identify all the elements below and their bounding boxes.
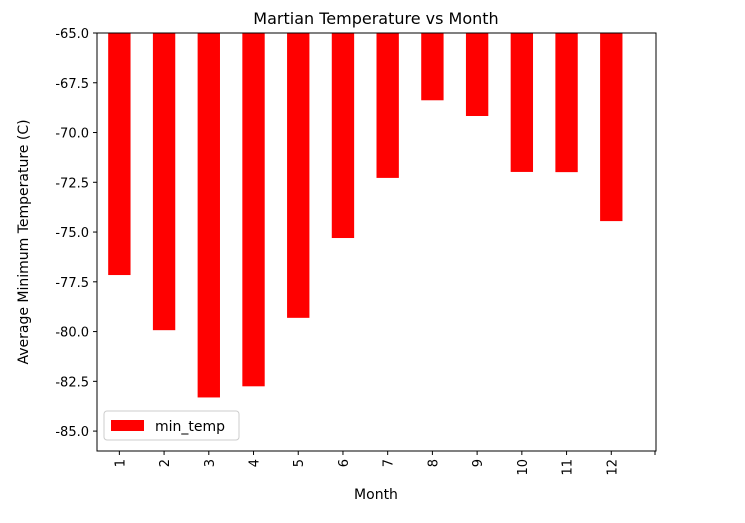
legend: min_temp (103, 410, 240, 441)
y-tick-label: -77.5 (55, 276, 89, 291)
bar-month-7 (376, 33, 399, 178)
x-tick-label: 9 (471, 459, 486, 467)
x-tick-label: 6 (337, 459, 352, 467)
bar-month-10 (510, 33, 534, 172)
bar-month-8 (421, 33, 444, 101)
legend-label: min_temp (155, 419, 225, 435)
bar-month-6 (331, 33, 355, 239)
legend-box (103, 410, 240, 441)
y-axis-label: Average Minimum Temperature (C) (16, 119, 32, 364)
x-tick-label: 3 (203, 459, 218, 467)
bar-month-1 (108, 33, 131, 276)
bar-month-2 (152, 33, 176, 331)
y-tick-label: -67.5 (55, 77, 89, 92)
bars-group (108, 33, 623, 398)
y-axis: -65.0 -67.5 -70.0 -72.5 -75.0 -77.5 -80.0 -82.5… (55, 27, 97, 440)
x-tick-label: 12 (605, 459, 620, 476)
y-tick-label: -82.5 (55, 375, 89, 390)
bar-month-4 (242, 33, 265, 387)
bar-month-12 (600, 33, 623, 222)
x-tick-label: 11 (561, 459, 576, 476)
x-axis-label: Month (354, 487, 398, 503)
y-tick-label: -72.5 (55, 176, 89, 191)
legend-swatch (111, 420, 144, 431)
x-tick-label: 7 (382, 459, 397, 467)
bar-month-11 (555, 33, 578, 173)
x-tick-label: 5 (292, 459, 307, 467)
bar-month-9 (465, 33, 489, 117)
bar-month-5 (287, 33, 310, 318)
x-tick-label: 2 (158, 459, 173, 467)
chart-title: Martian Temperature vs Month (253, 9, 498, 28)
y-tick-label: -75.0 (55, 226, 89, 241)
x-tick-label: 10 (516, 459, 531, 476)
y-tick-label: -85.0 (55, 425, 89, 440)
x-axis: 1 2 3 4 5 6 7 8 9 10 11 12 (113, 451, 656, 476)
y-tick-label: -80.0 (55, 326, 89, 341)
bar-month-3 (197, 33, 220, 398)
x-tick-label: 1 (113, 459, 128, 467)
x-tick-label: 4 (248, 459, 263, 467)
y-tick-label: -65.0 (55, 27, 89, 42)
y-tick-label: -70.0 (55, 127, 89, 142)
plot-frame (96, 32, 657, 452)
x-tick-label: 8 (426, 459, 441, 467)
